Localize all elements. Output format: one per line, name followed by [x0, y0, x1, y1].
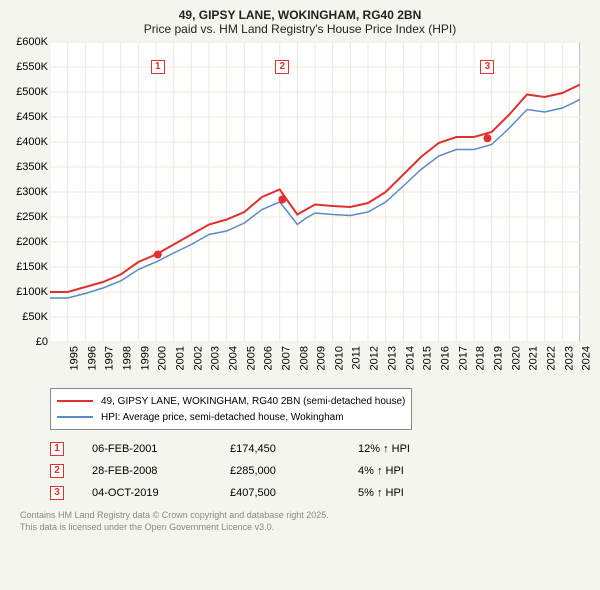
chart-area: £0£50K£100K£150K£200K£250K£300K£350K£400…	[50, 42, 580, 342]
x-axis-label: 2005	[245, 346, 257, 370]
event-row: 3 04-OCT-2019 £407,500 5% ↑ HPI	[50, 482, 590, 504]
event-pct: 5% ↑ HPI	[358, 487, 404, 499]
footer: Contains HM Land Registry data © Crown c…	[20, 510, 590, 533]
event-row: 2 28-FEB-2008 £285,000 4% ↑ HPI	[50, 460, 590, 482]
legend-label: HPI: Average price, semi-detached house,…	[101, 412, 344, 423]
x-axis-label: 2001	[174, 346, 186, 370]
x-axis-label: 2020	[510, 346, 522, 370]
x-axis-label: 2018	[475, 346, 487, 370]
x-axis-label: 2013	[386, 346, 398, 370]
x-axis-label: 2004	[227, 346, 239, 370]
x-axis-label: 2007	[280, 346, 292, 370]
event-price: £285,000	[230, 465, 330, 477]
event-date: 28-FEB-2008	[92, 465, 202, 477]
x-axis-label: 2009	[316, 346, 328, 370]
chart-marker: 1	[151, 60, 165, 74]
legend: 49, GIPSY LANE, WOKINGHAM, RG40 2BN (sem…	[50, 388, 412, 430]
legend-item: HPI: Average price, semi-detached house,…	[57, 409, 405, 425]
footer-line-2: This data is licensed under the Open Gov…	[20, 522, 590, 534]
y-axis-label: £400K	[16, 136, 48, 148]
chart-marker: 2	[275, 60, 289, 74]
x-axis-label: 2015	[422, 346, 434, 370]
x-axis-label: 2010	[333, 346, 345, 370]
x-axis-label: 2022	[545, 346, 557, 370]
event-marker: 3	[50, 486, 64, 500]
x-axis-label: 2003	[210, 346, 222, 370]
y-axis-label: £450K	[16, 111, 48, 123]
y-axis-label: £50K	[22, 311, 48, 323]
y-axis-label: £600K	[16, 36, 48, 48]
event-price: £174,450	[230, 443, 330, 455]
chart-marker: 3	[480, 60, 494, 74]
x-axis-label: 1998	[121, 346, 133, 370]
event-date: 06-FEB-2001	[92, 443, 202, 455]
legend-swatch	[57, 400, 93, 402]
x-axis-label: 2008	[298, 346, 310, 370]
event-price: £407,500	[230, 487, 330, 499]
footer-line-1: Contains HM Land Registry data © Crown c…	[20, 510, 590, 522]
x-axis-label: 2019	[492, 346, 504, 370]
y-axis-label: £150K	[16, 261, 48, 273]
y-axis-label: £0	[36, 336, 48, 348]
event-marker: 1	[50, 442, 64, 456]
y-axis-label: £550K	[16, 61, 48, 73]
x-axis-label: 1996	[86, 346, 98, 370]
y-axis-label: £250K	[16, 211, 48, 223]
event-marker: 2	[50, 464, 64, 478]
event-row: 1 06-FEB-2001 £174,450 12% ↑ HPI	[50, 438, 590, 460]
x-axis-label: 2012	[369, 346, 381, 370]
x-axis-label: 2024	[581, 346, 593, 370]
x-axis-label: 2021	[528, 346, 540, 370]
x-axis-label: 1999	[139, 346, 151, 370]
legend-label: 49, GIPSY LANE, WOKINGHAM, RG40 2BN (sem…	[101, 396, 405, 407]
x-axis-label: 2014	[404, 346, 416, 370]
y-axis-label: £350K	[16, 161, 48, 173]
y-axis-label: £100K	[16, 286, 48, 298]
y-axis-label: £300K	[16, 186, 48, 198]
x-axis-label: 1995	[68, 346, 80, 370]
x-axis-label: 2023	[563, 346, 575, 370]
event-pct: 12% ↑ HPI	[358, 443, 410, 455]
event-pct: 4% ↑ HPI	[358, 465, 404, 477]
chart-title: 49, GIPSY LANE, WOKINGHAM, RG40 2BN Pric…	[10, 8, 590, 36]
events-table: 1 06-FEB-2001 £174,450 12% ↑ HPI 2 28-FEB-200…	[50, 438, 590, 504]
event-date: 04-OCT-2019	[92, 487, 202, 499]
y-axis-label: £500K	[16, 86, 48, 98]
legend-swatch	[57, 416, 93, 418]
y-axis-label: £200K	[16, 236, 48, 248]
x-axis-label: 2006	[263, 346, 275, 370]
x-axis-label: 2011	[350, 346, 362, 370]
page: 49, GIPSY LANE, WOKINGHAM, RG40 2BN Pric…	[0, 0, 600, 590]
x-axis-label: 2017	[457, 346, 469, 370]
x-axis-label: 2016	[439, 346, 451, 370]
legend-item: 49, GIPSY LANE, WOKINGHAM, RG40 2BN (sem…	[57, 393, 405, 409]
title-line-2: Price paid vs. HM Land Registry's House …	[10, 22, 590, 36]
title-line-1: 49, GIPSY LANE, WOKINGHAM, RG40 2BN	[10, 8, 590, 22]
x-axis-label: 2000	[157, 346, 169, 370]
x-axis-label: 2002	[192, 346, 204, 370]
x-axis-label: 1997	[104, 346, 116, 370]
